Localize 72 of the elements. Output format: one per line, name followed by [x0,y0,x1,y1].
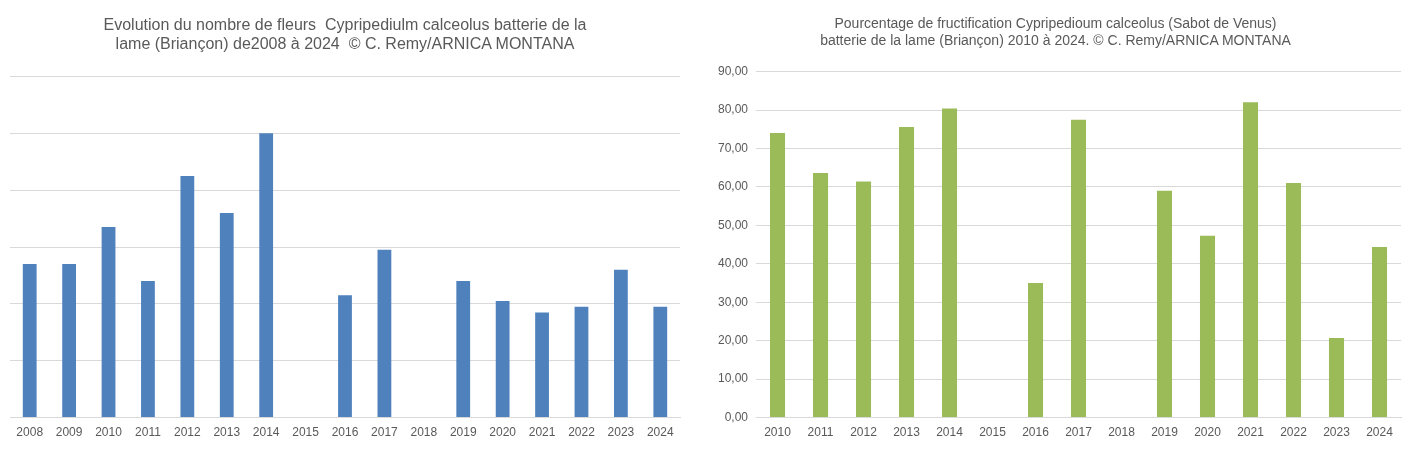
x-tick-label: 2012 [174,425,202,440]
x-tick-label: 2022 [568,425,596,440]
x-tick-label: 2014 [936,425,964,440]
x-tick-label: 2011 [807,425,834,440]
bar [101,227,116,418]
bar [62,264,77,418]
y-tick-label: 30,00 [718,294,749,309]
y-tick-label: 80,00 [718,102,749,117]
x-tick-label: 2013 [893,425,921,440]
chart-title: Pourcentage de fructification Cypripedioum calceolus (Sabot de Venus) batterie de la lame (Briançon) 2010 à 2024. © C. Remy/ARNICA MONTANA [820,15,1292,49]
x-tick-label: 2008 [16,425,44,440]
y-tick-label: 40,00 [718,256,749,271]
y-tick-label: 70,00 [718,140,749,155]
x-tick-label: 2014 [252,425,280,440]
y-tick-label: 10,00 [718,371,749,386]
x-tick-label: 2010 [95,425,123,440]
bar [1328,338,1345,418]
bar [613,269,628,418]
bar [1156,190,1173,418]
x-tick-label: 2017 [371,425,399,440]
bar [770,133,786,418]
x-tick-label: 2022 [1280,425,1308,440]
bar [338,295,352,418]
bar [1199,235,1216,418]
y-tick-label: 20,00 [718,333,749,348]
bar [942,108,958,418]
x-tick-label: 2016 [1022,425,1050,440]
x-tick-label: 2023 [607,425,635,440]
bar [259,133,274,418]
x-tick-label: 2011 [135,425,162,440]
x-tick-label: 2010 [764,425,792,440]
x-tick-label: 2009 [55,425,83,440]
x-tick-label: 2015 [292,425,320,440]
x-tick-label: 2017 [1065,425,1093,440]
x-tick-label: 2015 [979,425,1007,440]
bar [856,181,872,418]
bar [535,312,549,418]
bar [813,173,829,418]
bar [219,212,234,418]
bar [574,306,589,418]
x-tick-label: 2024 [1366,425,1394,440]
bar [653,306,668,418]
bar [1285,183,1302,418]
bar [1371,246,1388,418]
bar [377,249,392,418]
x-tick-label: 2016 [331,425,359,440]
bar [1242,102,1259,418]
x-tick-label: 2012 [850,425,878,440]
x-tick-label: 2019 [449,425,477,440]
x-tick-label: 2021 [528,425,556,440]
y-tick-label: 60,00 [718,179,749,194]
chart-title: Evolution du nombre de fleurs Cypripediulm calceolus batterie de la lame (Briançon) de2008 à 2024 © C. Remy/ARNICA MONTANA [103,16,587,53]
x-tick-label: 2024 [646,425,674,440]
bar [180,175,195,418]
bar [1070,119,1087,418]
x-tick-label: 2018 [1108,425,1136,440]
bar [141,281,155,418]
bar [22,264,37,418]
bar [456,281,471,418]
x-tick-label: 2018 [410,425,438,440]
x-tick-label: 2013 [213,425,241,440]
y-tick-label: 0,00 [724,409,749,424]
bar [1027,283,1044,418]
x-tick-label: 2021 [1237,425,1265,440]
x-tick-label: 2020 [1194,425,1222,440]
y-tick-label: 90,00 [718,63,749,78]
x-tick-label: 2023 [1323,425,1351,440]
y-tick-label: 50,00 [718,217,749,232]
bar [495,301,510,418]
x-tick-label: 2020 [489,425,517,440]
bar [899,126,915,418]
x-tick-label: 2019 [1151,425,1179,440]
